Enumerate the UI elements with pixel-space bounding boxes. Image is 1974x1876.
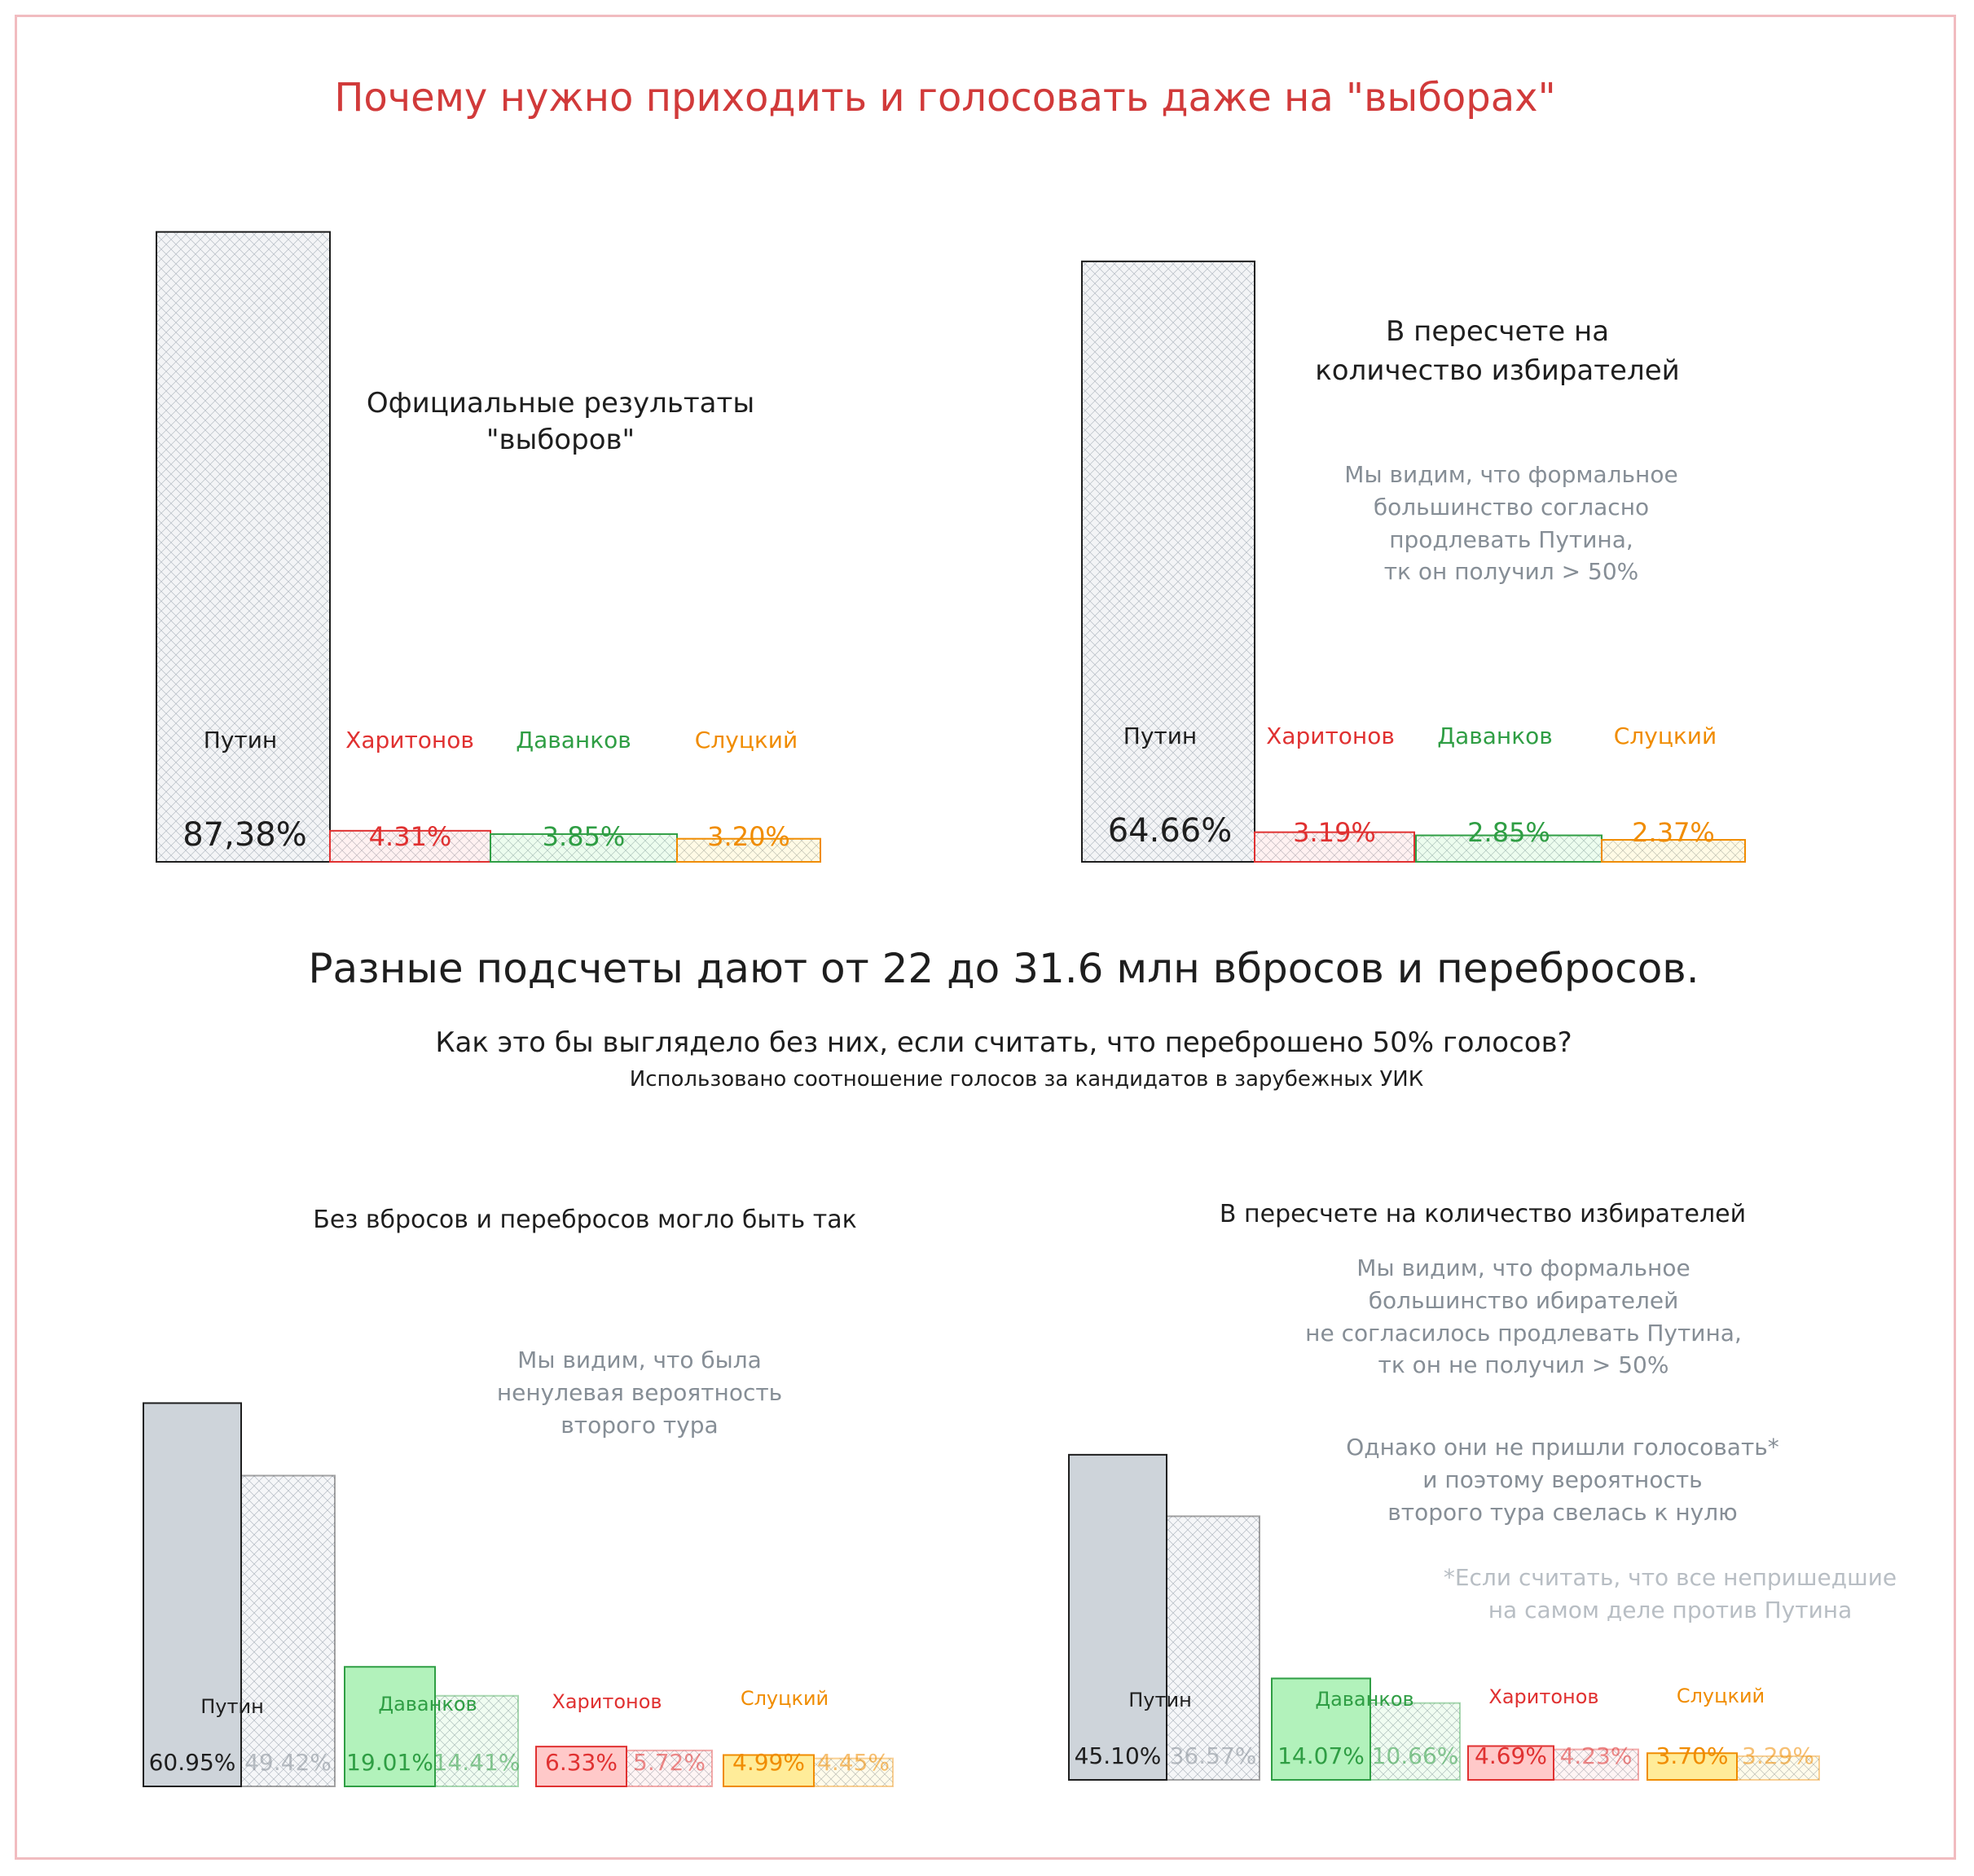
chart2-bar-davankov-fill xyxy=(1416,835,1602,862)
chart2-bar-kharitonov xyxy=(1254,831,1415,863)
chart4-value2-slutsky: 3.29% xyxy=(1742,1742,1814,1769)
chart3-label-kharitonov: Харитонов xyxy=(552,1690,662,1713)
chart1-label-slutsky: Слуцкий xyxy=(695,727,798,753)
middle-question: Как это бы выглядело без них, если счита… xyxy=(435,1026,1572,1059)
chart1-value-davankov: 3.85% xyxy=(543,821,626,852)
chart1-label-kharitonov: Харитонов xyxy=(345,727,474,753)
chart4-label-slutsky: Слуцкий xyxy=(1677,1685,1765,1707)
panel4-footnote: *Если считать, что все непришедшие на са… xyxy=(1443,1564,1897,1623)
panel1-title-line1: Официальные результаты xyxy=(366,387,755,420)
chart3-label-davankov: Даванков xyxy=(378,1693,477,1716)
chart4-label-putin: Путин xyxy=(1128,1689,1192,1711)
chart1-bar-putin-fill xyxy=(156,231,330,862)
chart3-bar2-davankov xyxy=(434,1694,519,1788)
chart2-label-davankov: Даванков xyxy=(1437,723,1553,749)
chart4-value2-davankov: 10.66% xyxy=(1372,1742,1459,1769)
chart4-value2-putin: 36.57% xyxy=(1170,1742,1257,1769)
chart4-value2-kharitonov: 4.23% xyxy=(1560,1742,1633,1769)
chart3-bar1-putin xyxy=(143,1402,242,1787)
chart3-bar1-kharitonov xyxy=(535,1746,627,1787)
chart2-bar-kharitonov-fill xyxy=(1255,832,1414,862)
chart2-bar-slutsky-fill xyxy=(1602,839,1745,862)
chart3-value1-putin: 60.95% xyxy=(149,1749,236,1776)
chart2-value-slutsky: 2.37% xyxy=(1632,817,1715,848)
chart3-bar2-putin xyxy=(240,1474,336,1787)
chart3-value2-davankov: 14.41% xyxy=(433,1749,521,1776)
chart3-bar1-davankov xyxy=(344,1666,436,1787)
chart4-bar1-putin xyxy=(1068,1453,1167,1781)
chart4-bar2-davankov-fill xyxy=(1370,1702,1460,1780)
chart1-bar-kharitonov xyxy=(329,829,491,863)
chart1-value-putin: 87,38% xyxy=(182,816,307,854)
chart2-value-putin: 64.66% xyxy=(1108,812,1233,850)
chart2-value-davankov: 2.85% xyxy=(1467,817,1550,848)
chart3-bar2-davankov-fill xyxy=(435,1695,518,1786)
chart4-bar1-davankov xyxy=(1271,1677,1371,1781)
chart3-value1-davankov: 19.01% xyxy=(346,1749,433,1776)
chart4-bar1-kharitonov xyxy=(1467,1745,1554,1781)
chart3-bar2-kharitonov xyxy=(626,1749,713,1787)
chart3-bar1-slutsky xyxy=(723,1754,815,1788)
chart2-bar-putin xyxy=(1081,260,1255,863)
chart1-bar-slutsky-fill xyxy=(677,838,820,862)
chart3-value1-slutsky: 4.99% xyxy=(732,1749,805,1776)
main-title: Почему нужно приходить и голосовать даже… xyxy=(334,75,1556,121)
chart1-label-putin: Путин xyxy=(204,727,277,753)
chart4-value1-kharitonov: 4.69% xyxy=(1475,1742,1547,1769)
chart1-value-slutsky: 3.20% xyxy=(707,821,790,852)
panel3-title: Без вбросов и перебросов могло быть так xyxy=(313,1206,857,1234)
chart1-bar-davankov xyxy=(490,833,678,863)
chart3-label-slutsky: Слуцкий xyxy=(741,1687,829,1710)
chart3-bar2-slutsky-fill xyxy=(814,1758,893,1786)
chart1-bar-kharitonov-fill xyxy=(330,830,490,862)
chart4-bar2-davankov xyxy=(1369,1702,1461,1781)
chart3-value1-kharitonov: 6.33% xyxy=(545,1749,618,1776)
chart3-value2-slutsky: 4.45% xyxy=(817,1749,890,1776)
panel4-title: В пересчете на количество избирателей xyxy=(1219,1200,1747,1228)
chart1-bar-davankov-fill xyxy=(490,833,677,862)
chart2-bar-davankov xyxy=(1415,834,1603,863)
chart1-label-davankov: Даванков xyxy=(516,727,631,753)
chart4-bar2-slutsky-fill xyxy=(1737,1755,1819,1780)
panel4-note1: Мы видим, что формальное большинство иби… xyxy=(1305,1254,1742,1379)
chart4-value1-slutsky: 3.70% xyxy=(1656,1742,1729,1769)
chart1-bar-putin xyxy=(156,231,331,863)
chart1-value-kharitonov: 4.31% xyxy=(369,821,452,852)
chart2-bar-slutsky xyxy=(1601,838,1746,863)
outer-frame xyxy=(15,15,1956,1860)
chart2-label-kharitonov: Харитонов xyxy=(1266,723,1395,749)
chart4-value1-davankov: 14.07% xyxy=(1277,1742,1365,1769)
panel3-note: Мы видим, что была ненулевая вероятность… xyxy=(496,1347,783,1439)
chart2-value-kharitonov: 3.19% xyxy=(1293,817,1376,848)
chart4-value1-putin: 45.10% xyxy=(1075,1742,1162,1769)
chart3-label-putin: Путин xyxy=(200,1695,264,1718)
chart4-bar2-kharitonov-fill xyxy=(1554,1749,1638,1780)
panel2-title-line2: количество избирателей xyxy=(1315,354,1680,387)
chart3-bar2-kharitonov-fill xyxy=(626,1750,712,1786)
chart4-label-kharitonov: Харитонов xyxy=(1488,1685,1598,1708)
chart3-value2-putin: 49.42% xyxy=(244,1749,332,1776)
chart1-bar-slutsky xyxy=(676,837,821,863)
chart4-bar2-kharitonov xyxy=(1553,1748,1639,1781)
middle-headline: Разные подсчеты дают от 22 до 31.6 млн в… xyxy=(308,945,1699,992)
chart2-bar-putin-fill xyxy=(1082,261,1255,863)
panel2-title-line1: В пересчете на xyxy=(1385,315,1610,348)
chart2-label-putin: Путин xyxy=(1123,723,1197,749)
panel2-note: Мы видим, что формальное большинство сог… xyxy=(1344,461,1678,586)
chart4-bar2-putin xyxy=(1166,1515,1260,1781)
chart3-bar2-putin-fill xyxy=(241,1475,335,1786)
chart4-label-davankov: Даванков xyxy=(1315,1688,1413,1711)
chart4-bar2-slutsky xyxy=(1736,1755,1820,1782)
chart4-bar2-putin-fill xyxy=(1167,1516,1260,1780)
panel4-note2: Однако они не пришли голосовать* и поэто… xyxy=(1346,1434,1779,1526)
panel1-title-line2: "выборов" xyxy=(486,424,635,456)
chart4-bar1-slutsky xyxy=(1646,1752,1738,1781)
middle-source: Использовано соотношение голосов за канд… xyxy=(629,1067,1424,1092)
chart2-label-slutsky: Слуцкий xyxy=(1614,723,1717,749)
chart3-value2-kharitonov: 5.72% xyxy=(633,1749,706,1776)
